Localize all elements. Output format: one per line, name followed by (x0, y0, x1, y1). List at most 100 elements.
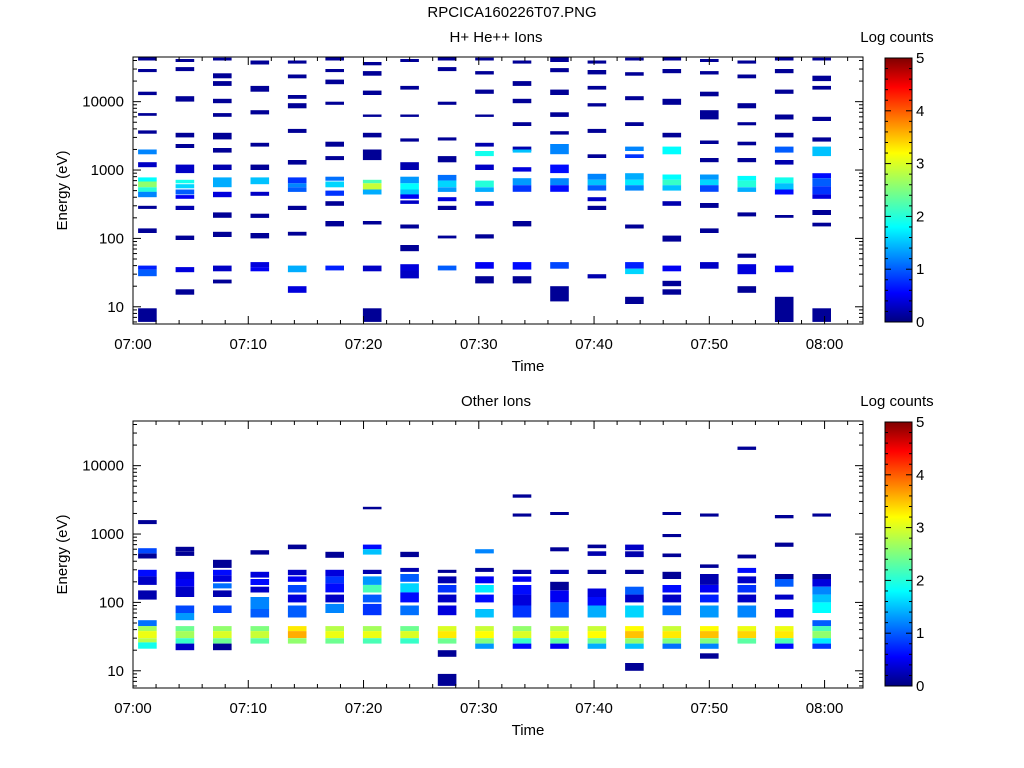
heatmap-cell (287, 95, 307, 99)
heatmap-cell (287, 265, 307, 273)
heatmap-cell (213, 132, 232, 140)
heatmap-cell (550, 626, 569, 632)
heatmap-cell (325, 265, 344, 271)
heatmap-cell (138, 205, 157, 209)
heatmap-cell (213, 583, 232, 589)
heatmap-cell (662, 201, 682, 206)
heatmap-cell (287, 74, 307, 79)
heatmap-cell (625, 173, 644, 180)
heatmap-cell (700, 564, 719, 568)
heatmap-cell (550, 89, 569, 95)
heatmap-cell (512, 178, 532, 186)
heatmap-cell (812, 146, 831, 157)
heatmap-cell (737, 122, 757, 126)
heatmap-cell (812, 57, 831, 61)
heatmap-cell (437, 197, 457, 202)
heatmap-cell (550, 185, 569, 192)
heatmap-cell (250, 233, 270, 239)
heatmap-cell (662, 553, 682, 558)
x-tick-label: 07:10 (229, 336, 267, 353)
heatmap-cell (175, 638, 195, 644)
heatmap-cell (550, 57, 569, 62)
heatmap-cell (287, 605, 307, 618)
heatmap-cell (400, 194, 419, 199)
heatmap-cell (475, 164, 494, 170)
heatmap-cell (550, 602, 569, 618)
heatmap-cell (700, 513, 719, 517)
heatmap-cell (625, 57, 644, 61)
heatmap-cell (287, 183, 307, 188)
plot-frame (132, 420, 864, 689)
heatmap-cell (662, 631, 682, 639)
heatmap-cell (737, 212, 757, 217)
heatmap-cell (812, 638, 831, 644)
heatmap-cell (325, 141, 344, 147)
heatmap-cell (700, 574, 719, 585)
heatmap-cell (737, 446, 757, 450)
heatmap-cell (250, 631, 270, 639)
heatmap-cell (138, 576, 157, 585)
heatmap-cell (737, 180, 757, 188)
heatmap-cell (437, 265, 457, 271)
heatmap-cell (250, 609, 270, 618)
heatmap-cell (700, 110, 719, 120)
heatmap-cell (774, 183, 794, 190)
heatmap-cell (774, 57, 794, 61)
heatmap-cell (400, 583, 419, 593)
x-tick-label: 07:50 (691, 700, 729, 717)
heatmap-cell (362, 114, 382, 117)
heatmap-cell (625, 96, 644, 101)
heatmap-cell (250, 177, 270, 185)
heatmap-cell (737, 631, 757, 639)
heatmap-cell (213, 590, 232, 597)
heatmap-cell (625, 185, 644, 191)
heatmap-cell (812, 85, 831, 90)
heatmap-cell (625, 224, 644, 229)
heatmap-cell (662, 585, 682, 593)
heatmap-cell (662, 146, 682, 155)
heatmap-cell (213, 73, 232, 79)
heatmap-cell (325, 631, 344, 639)
heatmap-cell (587, 551, 607, 556)
heatmap-cell (737, 605, 757, 618)
heatmap-cell (625, 154, 644, 158)
heatmap-cell (512, 631, 532, 639)
heatmap-cell (587, 605, 607, 618)
heatmap-cell (587, 154, 607, 158)
heatmap-cell (662, 185, 682, 191)
heatmap-cell (400, 85, 419, 90)
heatmap-cell (587, 588, 607, 597)
heatmap-cell (625, 122, 644, 126)
heatmap-cell (437, 626, 457, 632)
heatmap-cell (362, 576, 382, 585)
heatmap-cell (512, 185, 532, 192)
x-tick-label: 07:00 (114, 700, 152, 717)
heatmap-cell (737, 554, 757, 559)
heatmap-cell (138, 553, 157, 559)
heatmap-cell (625, 586, 644, 595)
heatmap-cell (287, 576, 307, 582)
x-tick-label: 07:40 (575, 336, 613, 353)
heatmap-cell (175, 164, 195, 174)
heatmap-cell (774, 515, 794, 519)
heatmap-cell (774, 609, 794, 618)
heatmap-cell (774, 296, 794, 322)
heatmap-cell (250, 142, 270, 147)
heatmap-cell (812, 513, 831, 517)
heatmap-cell (662, 132, 682, 138)
heatmap-cell (737, 253, 757, 258)
x-tick-label: 07:10 (229, 700, 267, 717)
heatmap-cell (512, 594, 532, 606)
heatmap-cell (325, 583, 344, 593)
heatmap-cell (512, 643, 532, 649)
heatmap-cell (362, 62, 382, 66)
heatmap-cell (512, 149, 532, 153)
heatmap-cell (175, 631, 195, 639)
heatmap-cell (774, 114, 794, 120)
heatmap-cell (175, 626, 195, 632)
heatmap-cell (475, 180, 494, 188)
heatmap-cell (362, 549, 382, 555)
heatmap-cell (625, 179, 644, 186)
heatmap-cell (362, 308, 382, 322)
